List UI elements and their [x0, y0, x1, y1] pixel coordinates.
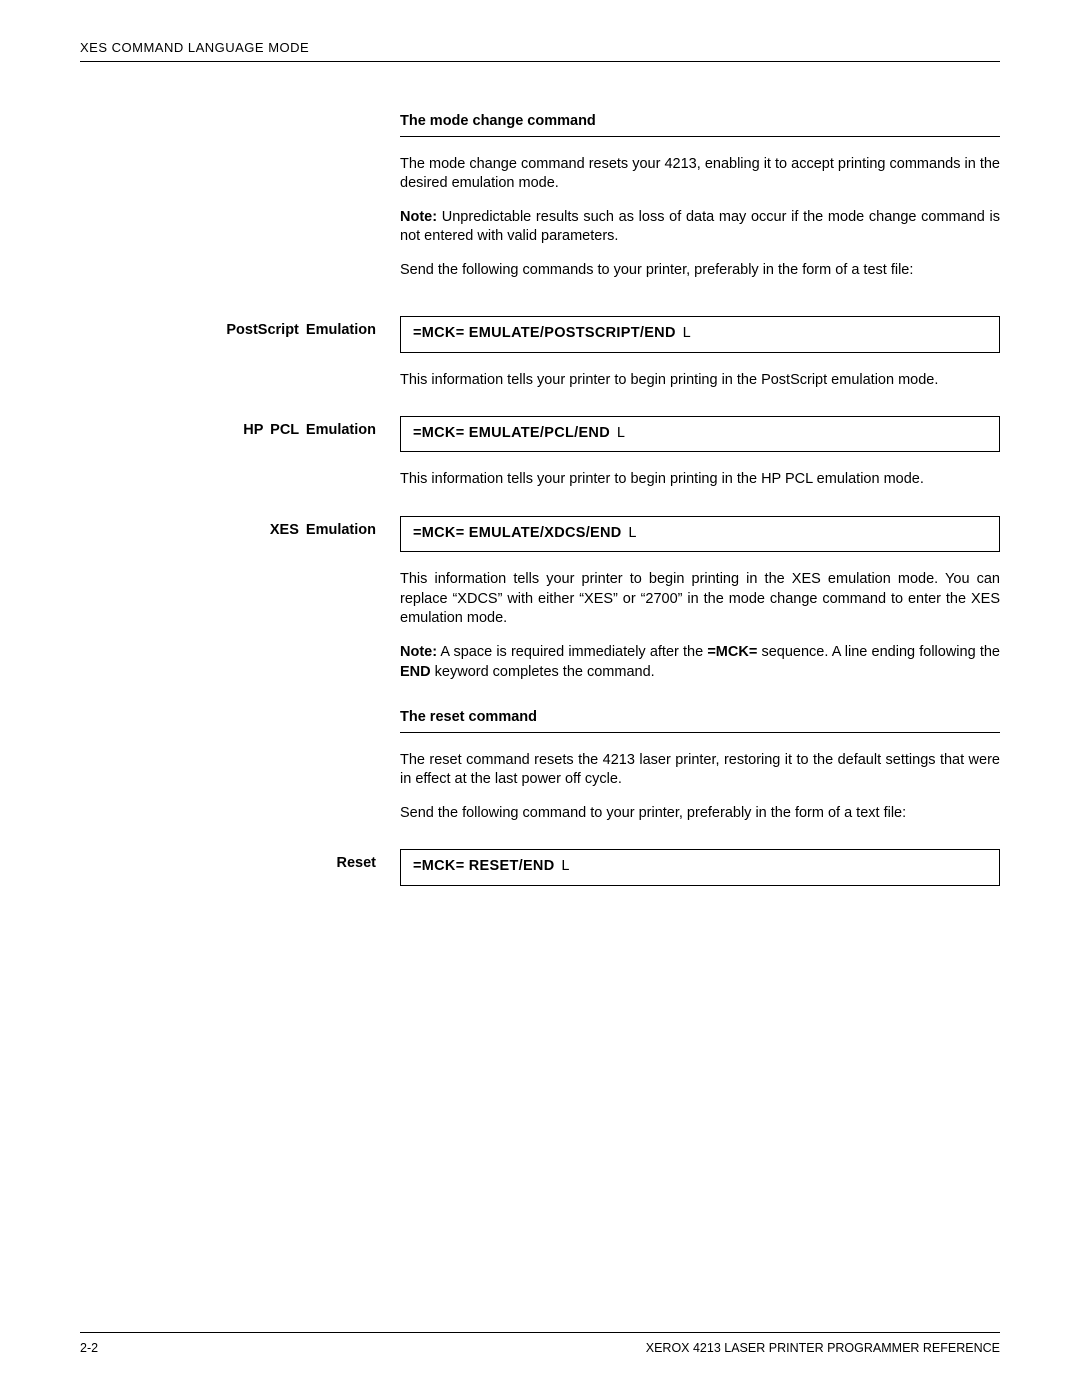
- postscript-cmd-box: =MCK= EMULATE/POSTSCRIPT/END L: [400, 316, 1000, 352]
- reset-cmd-row: Reset =MCK= RESET/END L: [80, 849, 1000, 903]
- footer: 2-2 XEROX 4213 LASER PRINTER PROGRAMMER …: [80, 1332, 1000, 1355]
- xes-note-bold2: END: [400, 664, 431, 680]
- postscript-cmd: =MCK= EMULATE/POSTSCRIPT/END: [413, 325, 676, 341]
- mode-change-section: The mode change command The mode change …: [80, 112, 1000, 294]
- reset-cmd-content: =MCK= RESET/END L: [400, 849, 1000, 903]
- hp-pcl-content: =MCK= EMULATE/PCL/END L This information…: [400, 416, 1000, 504]
- xes-note-post: keyword completes the command.: [431, 664, 655, 680]
- postscript-cmd-suffix: L: [682, 325, 691, 342]
- hp-pcl-row: HP PCL Emulation =MCK= EMULATE/PCL/END L…: [80, 416, 1000, 504]
- margin-empty: [80, 112, 400, 118]
- page-number: 2-2: [80, 1341, 98, 1355]
- xes-note-mid: sequence. A line ending following the: [757, 644, 1000, 660]
- note-text: Unpredictable results such as loss of da…: [400, 209, 1000, 245]
- header-block: XES COMMAND LANGUAGE MODE: [80, 40, 1000, 62]
- note-label: Note:: [400, 209, 437, 225]
- hp-pcl-p1: This information tells your printer to b…: [400, 470, 1000, 490]
- reset-cmd: =MCK= RESET/END: [413, 858, 554, 874]
- mode-change-heading: The mode change command: [400, 112, 1000, 137]
- header-rule: [80, 61, 1000, 62]
- reset-cmd-suffix: L: [561, 858, 570, 875]
- xes-note: Note: A space is required immediately af…: [400, 643, 1000, 682]
- hp-pcl-cmd-suffix: L: [616, 425, 625, 442]
- postscript-label: PostScript Emulation: [80, 316, 400, 338]
- postscript-content: =MCK= EMULATE/POSTSCRIPT/END L This info…: [400, 316, 1000, 404]
- reset-p2: Send the following command to your print…: [400, 804, 1000, 824]
- running-head: XES COMMAND LANGUAGE MODE: [80, 40, 1000, 55]
- xes-note-bold1: =MCK=: [707, 644, 757, 660]
- xes-cmd: =MCK= EMULATE/XDCS/END: [413, 525, 622, 541]
- xes-cmd-suffix: L: [628, 525, 637, 542]
- footer-rule: [80, 1332, 1000, 1333]
- body: The mode change command The mode change …: [80, 112, 1000, 904]
- hp-pcl-cmd-box: =MCK= EMULATE/PCL/END L: [400, 416, 1000, 452]
- reset-p1: The reset command resets the 4213 laser …: [400, 751, 1000, 790]
- margin-empty-2: [80, 708, 400, 714]
- postscript-p1: This information tells your printer to b…: [400, 371, 1000, 391]
- footer-doc-title: XEROX 4213 LASER PRINTER PROGRAMMER REFE…: [646, 1341, 1000, 1355]
- mode-change-p1: The mode change command resets your 4213…: [400, 155, 1000, 194]
- xes-cmd-box: =MCK= EMULATE/XDCS/END L: [400, 516, 1000, 552]
- xes-content: =MCK= EMULATE/XDCS/END L This informatio…: [400, 516, 1000, 696]
- xes-note-label: Note:: [400, 644, 437, 660]
- reset-content: The reset command The reset command rese…: [400, 708, 1000, 837]
- reset-section: The reset command The reset command rese…: [80, 708, 1000, 837]
- reset-label: Reset: [80, 849, 400, 871]
- reset-heading: The reset command: [400, 708, 1000, 733]
- xes-p1: This information tells your printer to b…: [400, 570, 1000, 629]
- xes-row: XES Emulation =MCK= EMULATE/XDCS/END L T…: [80, 516, 1000, 696]
- reset-cmd-box: =MCK= RESET/END L: [400, 849, 1000, 885]
- xes-note-pre: A space is required immediately after th…: [437, 644, 707, 660]
- page: XES COMMAND LANGUAGE MODE The mode chang…: [0, 0, 1080, 1397]
- mode-change-p2: Send the following commands to your prin…: [400, 261, 1000, 281]
- postscript-row: PostScript Emulation =MCK= EMULATE/POSTS…: [80, 316, 1000, 404]
- footer-row: 2-2 XEROX 4213 LASER PRINTER PROGRAMMER …: [80, 1341, 1000, 1355]
- xes-label: XES Emulation: [80, 516, 400, 538]
- hp-pcl-cmd: =MCK= EMULATE/PCL/END: [413, 425, 610, 441]
- mode-change-content: The mode change command The mode change …: [400, 112, 1000, 294]
- mode-change-note: Note: Unpredictable results such as loss…: [400, 208, 1000, 247]
- hp-pcl-label: HP PCL Emulation: [80, 416, 400, 438]
